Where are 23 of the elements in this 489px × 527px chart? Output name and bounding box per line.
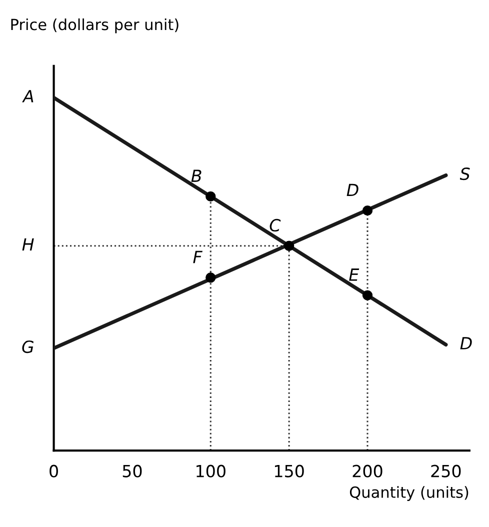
x-tick-label: 150: [274, 464, 304, 478]
annotation: G: [22, 340, 34, 354]
point: [362, 205, 373, 216]
annotation: E: [349, 268, 360, 281]
x-tick-label: 0: [50, 464, 58, 478]
annotation: C: [270, 218, 281, 232]
annotation: A: [22, 90, 34, 102]
point: [206, 272, 216, 283]
x-tick-label: 200: [352, 464, 382, 478]
x-axis-title: Quantity (units): [350, 486, 468, 501]
annotation: F: [193, 250, 202, 264]
series-label: S: [460, 168, 470, 180]
x-tick-label: 100: [196, 464, 226, 478]
series-label: D: [460, 337, 472, 350]
point: [206, 191, 216, 202]
x-tick-label: 250: [431, 464, 461, 478]
point: [362, 290, 373, 300]
x-tick-label: 50: [122, 464, 142, 478]
annotation: D: [346, 184, 358, 196]
annotation: B: [191, 170, 202, 182]
ref-line-label: H: [22, 238, 34, 250]
y-axis-title: Price (dollars per unit): [11, 18, 178, 34]
point: [284, 240, 294, 251]
